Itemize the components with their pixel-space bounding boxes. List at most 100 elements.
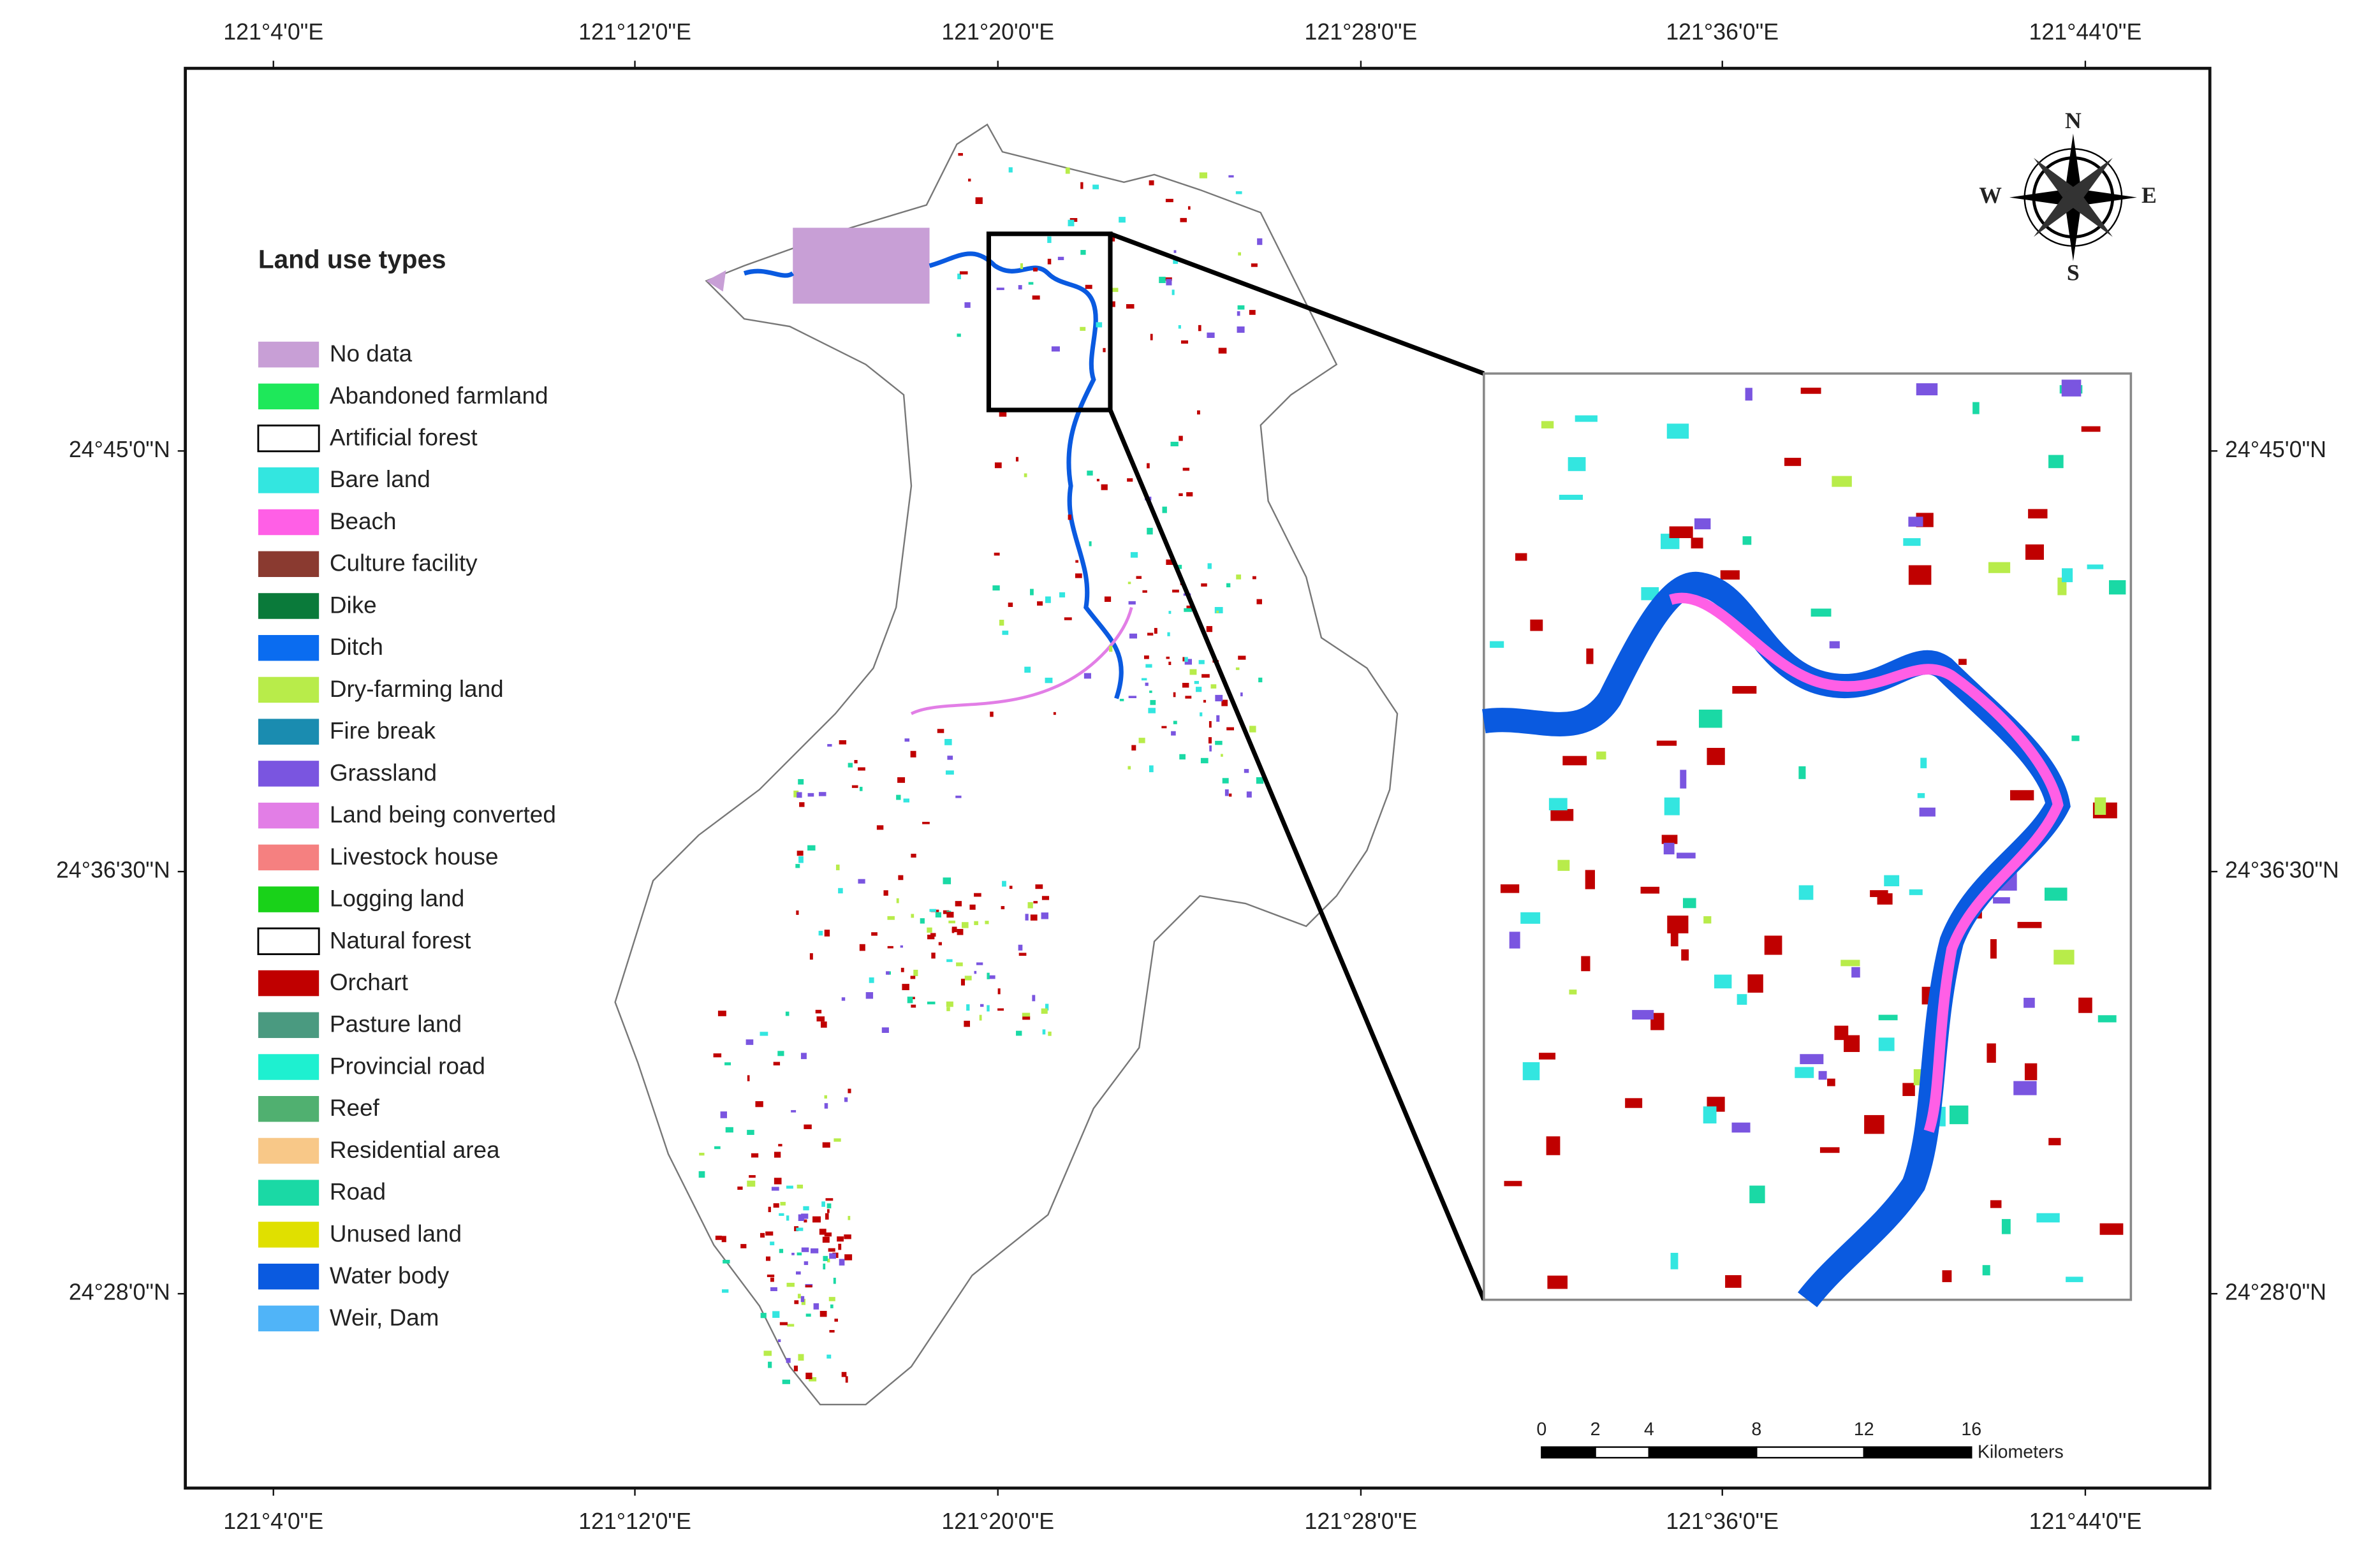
legend-label: Dry-farming land xyxy=(330,676,504,702)
land-patch xyxy=(1196,687,1202,692)
inset-patch xyxy=(1795,1067,1814,1078)
land-patch xyxy=(1045,1004,1049,1011)
land-patch xyxy=(1215,740,1223,745)
inset-patch xyxy=(1504,1181,1522,1187)
inset-patch xyxy=(1800,1054,1824,1065)
legend-label: Livestock house xyxy=(330,844,499,870)
land-patch xyxy=(1252,576,1256,580)
land-patch xyxy=(1147,527,1153,535)
inset-patch xyxy=(1949,1105,1969,1125)
land-patch xyxy=(793,790,799,798)
land-patch xyxy=(1126,303,1135,309)
land-patch xyxy=(1185,696,1192,699)
land-patch xyxy=(1147,463,1150,469)
land-patch xyxy=(1198,660,1205,664)
land-patch xyxy=(838,888,843,894)
legend-label: Dike xyxy=(330,592,377,618)
inset-patch xyxy=(1732,685,1757,694)
land-patch xyxy=(1246,791,1252,798)
land-patch xyxy=(1018,285,1022,289)
land-patch xyxy=(957,333,961,337)
inset-patch xyxy=(1990,939,1997,959)
land-patch xyxy=(911,997,915,1000)
land-patch xyxy=(797,1252,802,1255)
land-patch xyxy=(1129,633,1138,639)
right-coordinate-label: 24°36'30"N xyxy=(2225,857,2339,882)
inset-patch xyxy=(1908,565,1932,585)
land-patch xyxy=(1048,1031,1052,1036)
land-patch xyxy=(1110,288,1119,292)
land-patch xyxy=(898,875,904,881)
land-patch xyxy=(779,1213,784,1216)
land-patch xyxy=(1173,692,1176,698)
land-patch xyxy=(1065,167,1070,174)
inset-patch xyxy=(1920,757,1927,768)
bottom-coordinate-label: 121°44'0"E xyxy=(2029,1509,2142,1534)
scale-segment xyxy=(1648,1446,1758,1459)
land-patch xyxy=(1022,1016,1031,1020)
legend-label: Artificial forest xyxy=(330,424,478,450)
land-patch xyxy=(1110,301,1115,307)
land-patch xyxy=(837,1236,844,1242)
land-patch xyxy=(1235,191,1242,194)
top-coordinate-label: 121°36'0"E xyxy=(1666,19,1779,45)
land-patch xyxy=(1042,1029,1046,1035)
land-patch xyxy=(826,1354,832,1359)
legend-swatch xyxy=(258,802,320,829)
legend-label: Pasture land xyxy=(330,1011,462,1037)
inset-patch xyxy=(1641,587,1659,601)
land-patch xyxy=(935,912,942,917)
land-patch xyxy=(887,916,895,920)
inset-patch xyxy=(1703,1106,1717,1124)
legend-swatch xyxy=(258,676,320,703)
legend-swatch xyxy=(258,1263,320,1290)
inset-patch xyxy=(1908,516,1923,527)
land-patch xyxy=(721,1289,729,1293)
inset-patches xyxy=(1490,379,2126,1289)
land-patch xyxy=(787,1324,795,1327)
land-patch xyxy=(1080,250,1086,255)
land-patch xyxy=(838,1243,842,1250)
land-patch xyxy=(1168,611,1172,614)
land-patch xyxy=(1032,995,1036,1002)
land-patch xyxy=(823,1255,828,1261)
land-patch xyxy=(747,1075,750,1081)
land-patch xyxy=(807,793,814,797)
inset-patch xyxy=(2071,735,2080,742)
land-patch xyxy=(698,1171,705,1178)
land-patch xyxy=(930,933,936,937)
land-patches xyxy=(698,153,1264,1384)
land-patch xyxy=(987,972,990,979)
land-patch xyxy=(897,777,906,783)
land-patch xyxy=(785,1011,790,1016)
land-patch xyxy=(1047,236,1052,244)
land-patch xyxy=(854,759,858,764)
land-patch xyxy=(765,1231,774,1236)
land-patch xyxy=(1172,289,1175,295)
land-patch xyxy=(927,934,935,940)
right-coordinate-label: 24°28'0"N xyxy=(2225,1280,2326,1305)
land-patch xyxy=(1008,603,1013,607)
land-patch xyxy=(774,1178,782,1185)
legend-label: Orchart xyxy=(330,969,408,995)
land-patch xyxy=(966,1004,970,1011)
land-patch xyxy=(810,1248,819,1253)
inset-patch xyxy=(2081,426,2101,432)
inset-patch xyxy=(1916,383,1938,396)
land-patch xyxy=(948,920,955,924)
land-patch xyxy=(827,743,832,747)
legend-label: Ditch xyxy=(330,634,383,660)
land-patch xyxy=(1249,310,1256,315)
land-patch xyxy=(845,1376,848,1383)
inset-patch xyxy=(1550,808,1574,821)
inset-patch xyxy=(1520,912,1541,924)
compass: N S W E xyxy=(1979,108,2157,285)
land-patch xyxy=(796,1227,804,1231)
land-patch xyxy=(803,1206,809,1211)
inset-patch xyxy=(1640,886,1660,894)
inset-patch xyxy=(1798,766,1806,779)
scale-tick-label: 0 xyxy=(1536,1419,1546,1440)
inset-patch xyxy=(1877,893,1893,905)
land-patch xyxy=(1224,789,1229,796)
